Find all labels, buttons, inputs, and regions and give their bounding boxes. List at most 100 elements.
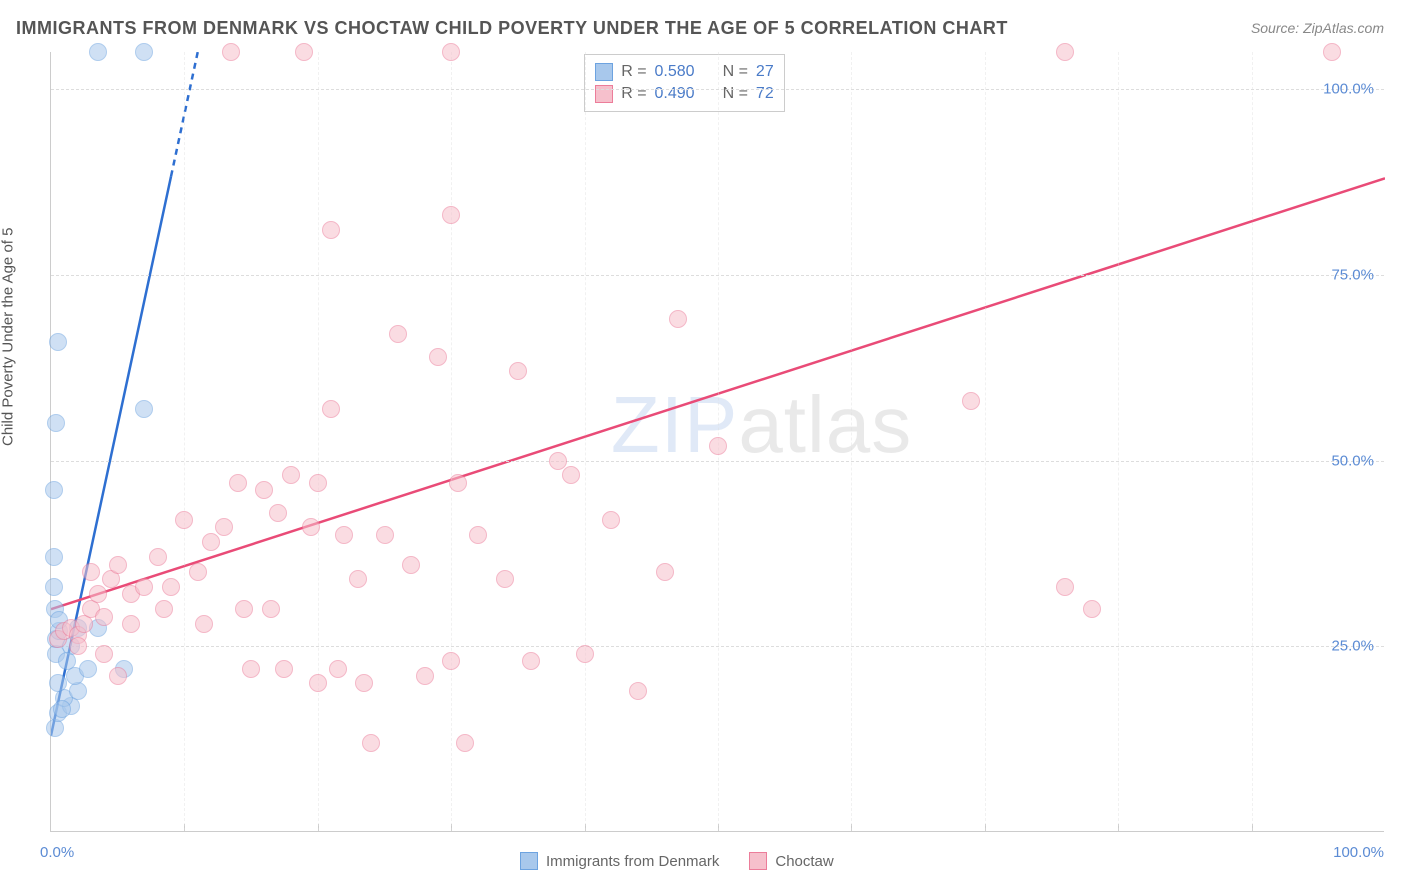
scatter-point [49,674,67,692]
scatter-point [82,563,100,581]
scatter-point [442,652,460,670]
scatter-point [335,526,353,544]
legend-item-denmark: Immigrants from Denmark [520,852,719,870]
scatter-point [602,511,620,529]
gridline-vertical [1118,52,1119,831]
y-tick-label: 75.0% [1331,266,1374,283]
scatter-point [576,645,594,663]
r-value-1: 0.580 [655,63,695,81]
scatter-point [95,608,113,626]
chart-container: IMMIGRANTS FROM DENMARK VS CHOCTAW CHILD… [0,0,1406,892]
y-tick-label: 100.0% [1323,81,1374,98]
n-value-2: 72 [756,85,774,103]
scatter-point [275,660,293,678]
scatter-point [235,600,253,618]
gridline-vertical [985,52,986,831]
legend-item-choctaw: Choctaw [749,852,833,870]
scatter-point [262,600,280,618]
scatter-point [255,481,273,499]
scatter-point [322,221,340,239]
x-tick-label-min: 0.0% [40,844,74,861]
scatter-point [195,615,213,633]
scatter-point [1083,600,1101,618]
scatter-point [362,734,380,752]
scatter-point [122,615,140,633]
scatter-point [242,660,260,678]
y-tick-label: 50.0% [1331,452,1374,469]
scatter-point [189,563,207,581]
scatter-point [449,474,467,492]
scatter-point [49,333,67,351]
scatter-point [47,414,65,432]
scatter-point [269,504,287,522]
scatter-point [629,682,647,700]
scatter-point [229,474,247,492]
scatter-point [135,400,153,418]
n-value-1: 27 [756,63,774,81]
gridline-vertical [585,52,586,831]
scatter-point [135,43,153,61]
legend-label-choctaw: Choctaw [775,853,833,870]
scatter-point [562,466,580,484]
source-attribution: Source: ZipAtlas.com [1251,20,1384,36]
scatter-point [456,734,474,752]
source-label: Source: [1251,20,1299,36]
scatter-point [709,437,727,455]
plot-area: ZIPatlas R = 0.580 N = 27 R = 0.490 N = … [50,52,1384,832]
scatter-point [309,474,327,492]
scatter-point [45,481,63,499]
legend-label-denmark: Immigrants from Denmark [546,853,719,870]
gridline-vertical [451,52,452,831]
scatter-point [442,206,460,224]
scatter-point [329,660,347,678]
scatter-point [509,362,527,380]
scatter-point [282,466,300,484]
scatter-point [45,578,63,596]
scatter-point [349,570,367,588]
scatter-point [58,652,76,670]
legend-swatch-choctaw [595,85,613,103]
gridline-vertical [318,52,319,831]
scatter-point [155,600,173,618]
scatter-point [522,652,540,670]
scatter-point [53,700,71,718]
scatter-point [962,392,980,410]
legend-stats-row-2: R = 0.490 N = 72 [595,83,774,105]
scatter-point [69,637,87,655]
scatter-point [469,526,487,544]
scatter-point [669,310,687,328]
legend-stats-row-1: R = 0.580 N = 27 [595,61,774,83]
watermark-bold: ZIP [611,380,738,469]
n-label-1: N = [723,63,748,81]
scatter-point [45,548,63,566]
scatter-point [402,556,420,574]
scatter-point [355,674,373,692]
scatter-point [202,533,220,551]
legend-bottom-swatch-choctaw [749,852,767,870]
n-label-2: N = [723,85,748,103]
scatter-point [89,585,107,603]
scatter-point [149,548,167,566]
r-value-2: 0.490 [655,85,695,103]
legend-swatch-denmark [595,63,613,81]
gridline-vertical [851,52,852,831]
watermark-thin: atlas [738,380,912,469]
scatter-point [322,400,340,418]
legend-series: Immigrants from Denmark Choctaw [520,852,834,870]
scatter-point [109,556,127,574]
scatter-point [309,674,327,692]
scatter-point [302,518,320,536]
scatter-point [295,43,313,61]
scatter-point [416,667,434,685]
scatter-point [496,570,514,588]
scatter-point [1056,578,1074,596]
scatter-point [175,511,193,529]
scatter-point [376,526,394,544]
scatter-point [215,518,233,536]
scatter-point [135,578,153,596]
r-label-1: R = [621,63,646,81]
source-name: ZipAtlas.com [1303,20,1384,36]
legend-stats: R = 0.580 N = 27 R = 0.490 N = 72 [584,54,785,112]
x-tick-label-max: 100.0% [1333,844,1384,861]
scatter-point [162,578,180,596]
